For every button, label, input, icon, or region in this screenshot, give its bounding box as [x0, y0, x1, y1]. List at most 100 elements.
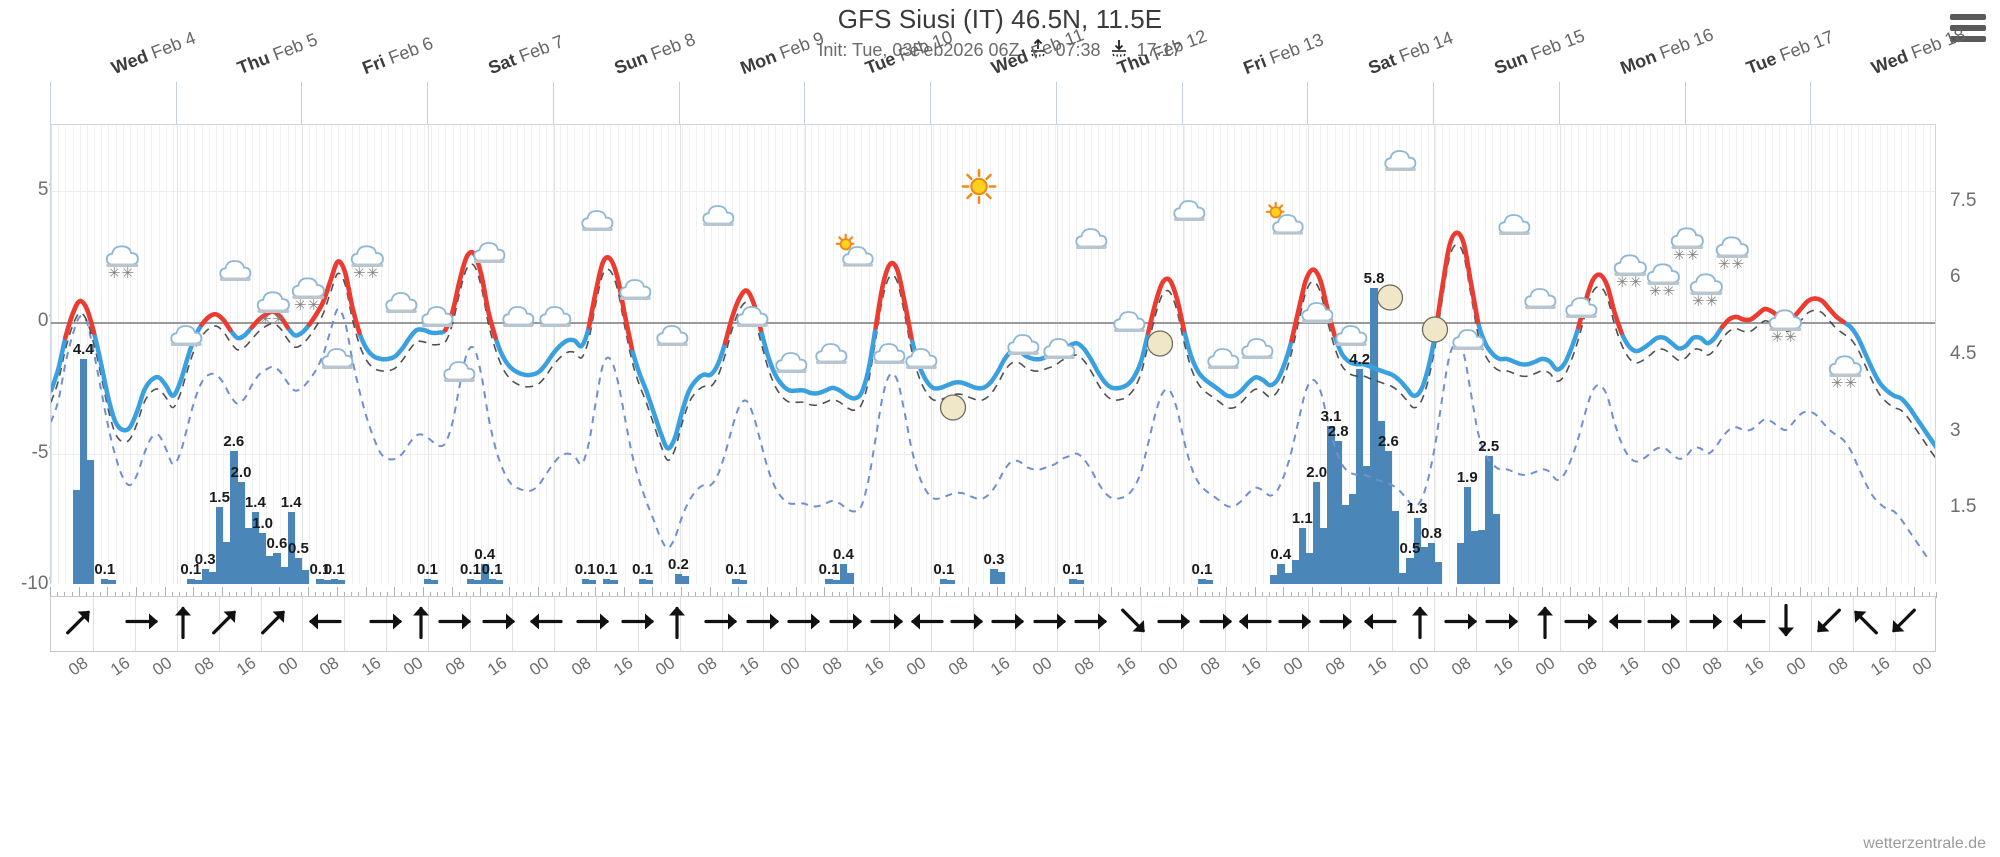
gridline-minor [237, 125, 239, 584]
hour-tick [458, 592, 460, 598]
hour-tick [408, 592, 410, 598]
hour-tick [401, 592, 403, 598]
hour-label: 00 [1657, 653, 1684, 680]
hour-tick [1448, 592, 1450, 598]
precipitation-bar [846, 572, 855, 584]
gridline-day [1182, 125, 1184, 584]
cloud-icon [167, 317, 207, 356]
gridline-minor [1621, 125, 1623, 584]
hour-tick [1412, 592, 1414, 598]
gridline-minor [753, 125, 755, 584]
hour-tick [85, 592, 87, 598]
hour-tick [1441, 592, 1443, 598]
cloud-snow-icon: ✳ ✳ [1642, 256, 1686, 307]
gridline-minor [739, 125, 741, 584]
hour-tick [279, 587, 281, 598]
gridline-minor [445, 125, 447, 584]
gridline-minor [1642, 125, 1644, 584]
wind-direction-arrow [1025, 602, 1077, 647]
hour-tick [1226, 587, 1228, 598]
precipitation-bar [187, 578, 195, 584]
gridline-minor [180, 125, 182, 584]
cloud-icon [1298, 294, 1338, 333]
hour-tick [1089, 592, 1091, 598]
cloud-snow-icon: ✳ ✳ [1666, 219, 1710, 270]
hour-tick [286, 592, 288, 598]
precipitation-bar [940, 578, 948, 584]
precipitation-bar [1485, 456, 1493, 584]
day-tick [804, 82, 806, 124]
wind-direction-arrow [568, 602, 620, 647]
cloud-icon [382, 285, 422, 324]
gridline-minor [1449, 125, 1451, 584]
gridline-minor [1097, 125, 1099, 584]
gridline-minor [1592, 125, 1594, 584]
hour-tick [1484, 587, 1486, 598]
precipitation-bar [610, 579, 618, 584]
svg-text:✳: ✳ [1673, 246, 1685, 264]
cloud-icon [1040, 331, 1080, 370]
precipitation-bar [337, 579, 346, 584]
hour-tick [1914, 587, 1916, 598]
hour-tick [1606, 592, 1608, 598]
gridline-minor [1435, 125, 1437, 584]
wind-cell-separator [386, 597, 388, 651]
precipitation-value-label: 0.1 [417, 560, 438, 578]
gridline-day [1308, 125, 1310, 584]
gridline-minor [1105, 125, 1107, 584]
sunrise-icon [1028, 38, 1048, 63]
gridline-minor [1757, 125, 1759, 584]
hour-label: 08 [819, 653, 846, 680]
wind-direction-arrow [1760, 602, 1812, 647]
precipitation-bar [1341, 505, 1350, 584]
hour-tick [810, 592, 812, 598]
gridline-minor [108, 125, 110, 584]
hour-label: 08 [945, 653, 972, 680]
wind-cell-separator [218, 597, 220, 651]
precipitation-bar [1291, 560, 1299, 584]
hamburger-menu-icon[interactable] [1950, 14, 1986, 42]
gridline-minor [1793, 125, 1795, 584]
wind-direction-arrow [1394, 602, 1446, 647]
hour-tick [1491, 592, 1493, 598]
gridline-minor [151, 125, 153, 584]
temperature-curve-warm [586, 255, 635, 351]
hour-label: 00 [1406, 653, 1433, 680]
hour-tick [114, 592, 116, 598]
cloud-icon [216, 253, 256, 292]
wind-direction-arrow [248, 602, 300, 647]
wind-direction-arrow [696, 602, 748, 647]
gridline-minor [1090, 125, 1092, 584]
svg-text:✳: ✳ [1617, 273, 1629, 291]
hour-tick [1857, 587, 1859, 598]
gridline-minor [72, 125, 74, 584]
gridline-minor [933, 125, 935, 584]
wind-direction-arrow [1802, 602, 1854, 647]
gridline-minor [294, 125, 296, 584]
gridline-minor [287, 125, 289, 584]
hour-tick [214, 592, 216, 598]
precipitation-bar [1298, 527, 1307, 584]
svg-text:✳: ✳ [1718, 255, 1730, 273]
gridline-minor [194, 125, 196, 584]
precipitation-bar [86, 460, 95, 584]
gridline-minor [452, 125, 454, 584]
precipitation-bar [603, 578, 611, 584]
hour-tick [1541, 587, 1543, 598]
hour-tick [602, 592, 604, 598]
hour-tick [78, 587, 80, 598]
precipitation-value-label: 0.4 [1270, 545, 1292, 563]
y-tick-right: 3 [1950, 419, 1961, 441]
wind-direction-arrow [199, 602, 251, 647]
hour-tick [681, 587, 683, 598]
precipitation-bar [495, 579, 503, 584]
gridline-minor [1327, 125, 1329, 584]
hour-tick [372, 592, 374, 598]
gridline-minor [1714, 125, 1716, 584]
hour-label: 16 [735, 653, 762, 680]
gridline-minor [280, 125, 282, 584]
cloud-icon [812, 336, 852, 375]
hour-tick [1692, 592, 1694, 598]
gridline-minor [1800, 125, 1802, 584]
